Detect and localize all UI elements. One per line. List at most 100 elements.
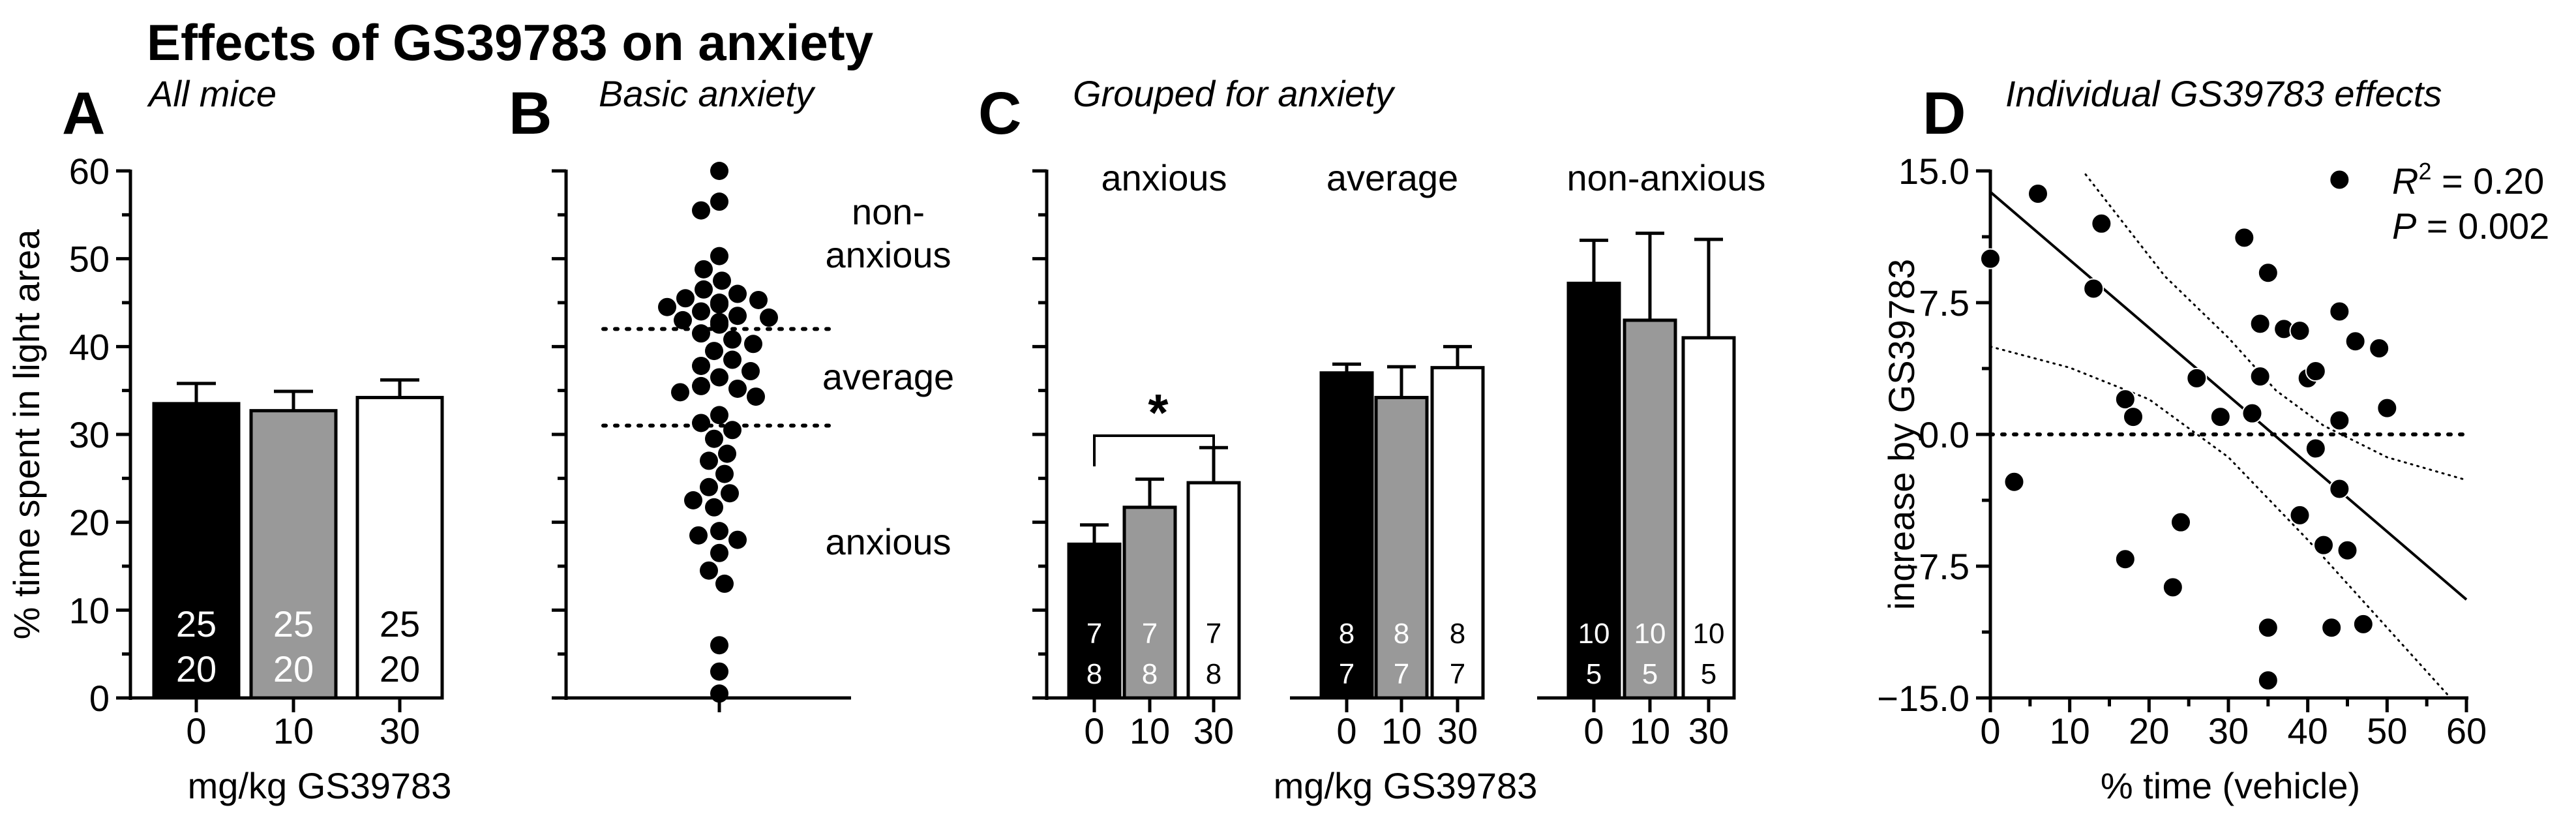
- data-point: [2257, 262, 2279, 284]
- x-axis-label: mg/kg GS39783: [1274, 765, 1538, 806]
- n-label-top: 7: [1086, 618, 1102, 650]
- x-tick-label: 0: [1084, 710, 1104, 751]
- x-tick-label: 30: [2208, 710, 2249, 751]
- r-squared-annotation: R2 = 0.20: [2392, 158, 2544, 202]
- data-point: [705, 342, 723, 361]
- data-point: [710, 295, 728, 314]
- n-label-bottom: 20: [273, 648, 314, 689]
- n-label-top: 25: [176, 603, 217, 644]
- bar: [1374, 395, 1429, 700]
- data-point: [2321, 617, 2343, 639]
- x-axis-label: mg/kg GS39783: [188, 765, 452, 806]
- data-point: [2376, 397, 2398, 419]
- data-point: [710, 368, 728, 387]
- x-axis-label: % time (vehicle): [2101, 765, 2360, 806]
- y-tick-label: 30: [69, 414, 110, 455]
- x-tick-label: 10: [1381, 710, 1422, 751]
- data-point: [760, 308, 778, 327]
- x-tick-label: 10: [2050, 710, 2090, 751]
- data-point: [684, 491, 702, 509]
- n-label-bottom: 8: [1086, 658, 1102, 690]
- x-tick-label: 30: [1193, 710, 1234, 751]
- data-point: [710, 543, 728, 562]
- data-point: [700, 561, 718, 580]
- n-label-top: 7: [1206, 618, 1221, 650]
- data-point: [718, 444, 736, 463]
- data-point: [2257, 617, 2279, 639]
- data-point: [692, 376, 710, 395]
- n-label-bottom: 5: [1586, 658, 1602, 690]
- data-point: [2329, 301, 2350, 322]
- data-point: [2369, 338, 2390, 359]
- data-point: [2329, 410, 2350, 431]
- data-point: [2241, 402, 2263, 424]
- y-tick-label: 7.5: [1919, 282, 1969, 324]
- data-point: [710, 636, 728, 655]
- data-point: [2289, 504, 2311, 526]
- data-point: [2305, 438, 2326, 459]
- group-header: average: [1326, 157, 1458, 198]
- data-point: [676, 289, 695, 308]
- data-point: [692, 414, 710, 432]
- data-point: [710, 315, 728, 334]
- n-label-top: 10: [1634, 618, 1666, 650]
- data-point: [710, 406, 728, 425]
- data-point: [1980, 248, 2001, 269]
- x-tick-label: 40: [2288, 710, 2328, 751]
- n-label-top: 10: [1578, 618, 1610, 650]
- x-tick-label: 10: [1130, 710, 1170, 751]
- n-label-bottom: 7: [1450, 658, 1465, 690]
- bar: [1067, 542, 1122, 700]
- data-point: [689, 526, 708, 545]
- y-tick-label: 40: [69, 326, 110, 367]
- n-label-bottom: 20: [380, 648, 420, 689]
- data-point: [2028, 183, 2048, 205]
- bar: [1430, 366, 1485, 700]
- data-point: [671, 383, 689, 402]
- x-tick-label: 0: [1336, 710, 1356, 751]
- data-point: [2209, 406, 2231, 428]
- data-point: [728, 379, 747, 398]
- group-header: non-anxious: [1566, 157, 1765, 198]
- data-point: [721, 484, 739, 503]
- data-point: [744, 335, 762, 354]
- data-point: [2162, 577, 2183, 598]
- n-label-bottom: 20: [176, 648, 217, 689]
- panel-b-subtitle: Basic anxiety: [599, 73, 816, 114]
- data-point: [2114, 389, 2136, 410]
- n-label-top: 8: [1450, 618, 1465, 650]
- x-tick-label: 30: [380, 710, 420, 751]
- group-header: anxious: [1101, 157, 1227, 198]
- y-tick-label: 60: [69, 151, 110, 192]
- n-label-top: 25: [273, 603, 314, 644]
- data-point: [692, 302, 710, 321]
- data-point: [2352, 613, 2374, 635]
- r-superscript: 2: [2418, 158, 2431, 185]
- data-point: [2114, 549, 2136, 570]
- p-symbol: P: [2392, 205, 2416, 247]
- r-symbol: R: [2392, 160, 2418, 202]
- bar: [1681, 336, 1736, 700]
- x-tick-label: 30: [1688, 710, 1729, 751]
- data-point: [2170, 511, 2191, 533]
- panel-c-chart: anxious 7 8 0 7 8 10 7 8 30 average 8 7 0 8 7 10 8 7 30 non-…: [1032, 157, 1766, 806]
- data-point: [2344, 331, 2366, 352]
- regression-line: [1989, 190, 2468, 601]
- data-point: [2186, 367, 2208, 389]
- x-tick-label: 10: [1630, 710, 1670, 751]
- data-point: [2123, 406, 2144, 428]
- x-tick-label: 0: [1980, 710, 2000, 751]
- panel-c-subtitle: Grouped for anxiety: [1073, 73, 1396, 114]
- data-point: [710, 162, 728, 180]
- group-label-average: average: [822, 356, 954, 397]
- y-axis-label: increase by GS39783: [1881, 259, 1922, 611]
- data-point: [2249, 313, 2271, 335]
- p-value: = 0.002: [2416, 205, 2549, 247]
- data-point: [728, 284, 747, 303]
- data-point: [658, 297, 676, 316]
- r-squared-value: = 0.20: [2431, 160, 2544, 202]
- y-tick-label: −7.5: [1897, 546, 1969, 587]
- n-label-top: 8: [1394, 618, 1409, 650]
- confidence-band-upper: [2084, 173, 2468, 481]
